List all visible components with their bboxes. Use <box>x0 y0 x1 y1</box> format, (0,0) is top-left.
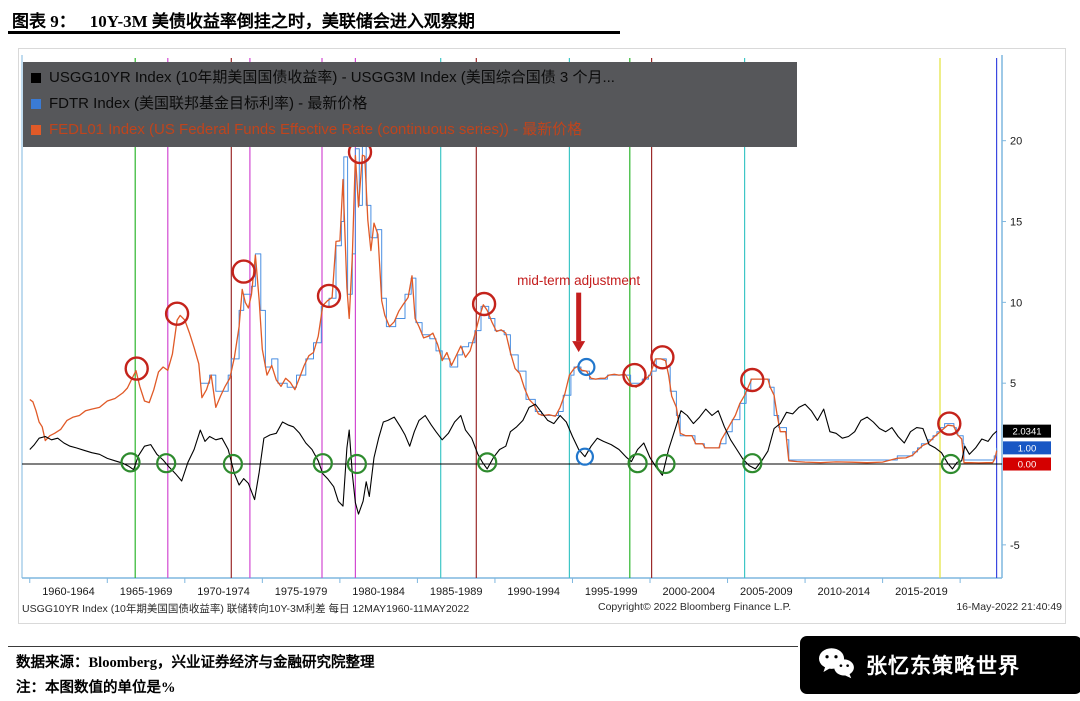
copyright-text: Copyright© 2022 Bloomberg Finance L.P. <box>598 601 792 613</box>
legend-row-fdtr: FDTR Index (美国联邦基金目标利率) - 最新价格 <box>31 91 797 117</box>
timestamp-text: 16-May-2022 21:40:49 <box>956 601 1062 613</box>
series-swatch-icon <box>31 125 41 135</box>
legend-row-fedl01: FEDL01 Index (US Federal Funds Effective… <box>31 117 797 143</box>
legend-row-spread: USGG10YR Index (10年期美国国债收益率) - USGG3M In… <box>31 65 797 91</box>
figure-number: 图表 9： <box>12 12 76 31</box>
watermark-text: 张忆东策略世界 <box>866 655 1020 678</box>
legend-label: FEDL01 Index (US Federal Funds Effective… <box>49 121 583 138</box>
data-source-note: 数据来源：Bloomberg，兴业证券经济与金融研究院整理 <box>16 655 375 671</box>
chart-legend: USGG10YR Index (10年期美国国债收益率) - USGG3M In… <box>23 62 797 147</box>
series-swatch-icon <box>31 73 41 83</box>
wechat-icon <box>816 646 856 685</box>
figure-title: 10Y-3M 美债收益率倒挂之时，美联储会进入观察期 <box>89 12 475 31</box>
legend-label: USGG10YR Index (10年期美国国债收益率) - USGG3M In… <box>49 69 615 86</box>
legend-label: FDTR Index (美国联邦基金目标利率) - 最新价格 <box>49 95 368 112</box>
figure-header: 图表 9： 10Y-3M 美债收益率倒挂之时，美联储会进入观察期 <box>12 7 475 32</box>
header-rule <box>8 31 620 34</box>
series-swatch-icon <box>31 99 41 109</box>
footer-divider <box>8 646 798 647</box>
mid-term-adjustment-annotation: mid-term adjustment <box>517 273 641 289</box>
unit-note: 注：本图数值的单位是% <box>16 680 176 696</box>
chart-meta-text: USGG10YR Index (10年期美国国债收益率) 联储转向10Y-3M利… <box>22 603 470 615</box>
watermark-badge: 张忆东策略世界 <box>800 636 1080 694</box>
